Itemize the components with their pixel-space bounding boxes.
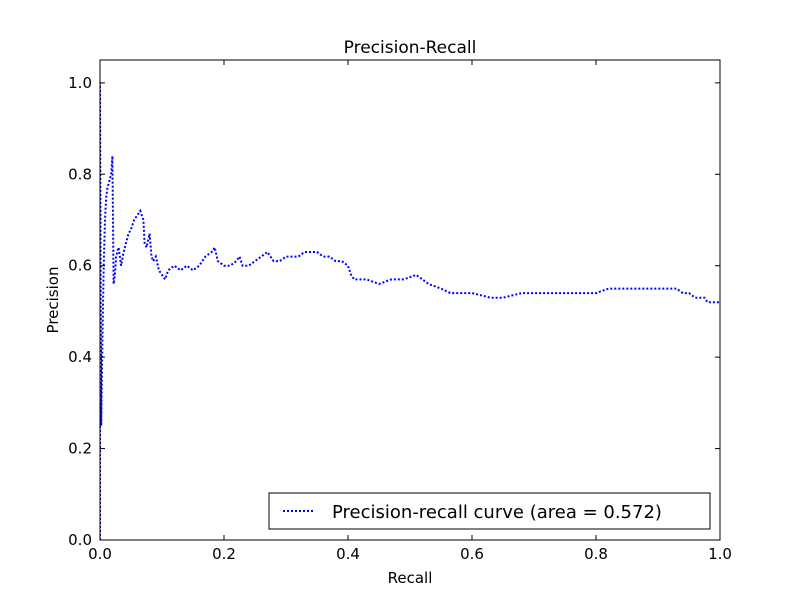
plot-frame [99, 59, 721, 541]
y-tick-label: 0.8 [68, 165, 92, 183]
x-axis-label: Recall [388, 569, 433, 587]
x-axis-ticks: 0.0 0.2 0.4 0.6 0.8 1.0 [88, 60, 732, 563]
y-tick-label: 0.2 [68, 440, 92, 458]
plot-area [100, 82, 720, 540]
x-tick-label: 0.4 [336, 545, 360, 563]
y-axis-ticks: 0.0 0.2 0.4 0.6 0.8 1.0 [68, 74, 720, 549]
legend-label: Precision-recall curve (area = 0.572) [332, 502, 662, 523]
x-tick-label: 0.0 [88, 545, 112, 563]
y-axis-label: Precision [44, 267, 62, 334]
x-tick-label: 1.0 [708, 545, 732, 563]
y-tick-label: 1.0 [68, 74, 92, 92]
legend: Precision-recall curve (area = 0.572) [268, 492, 711, 530]
chart-title: Precision-Recall [344, 38, 477, 58]
x-tick-label: 0.6 [460, 545, 484, 563]
y-tick-label: 0.6 [68, 257, 92, 275]
precision-recall-curve-line [100, 82, 720, 540]
x-tick-label: 0.8 [584, 545, 608, 563]
x-tick-label: 0.2 [212, 545, 236, 563]
y-tick-label: 0.4 [68, 348, 92, 366]
y-tick-label: 0.0 [68, 531, 92, 549]
legend-box [268, 492, 711, 530]
